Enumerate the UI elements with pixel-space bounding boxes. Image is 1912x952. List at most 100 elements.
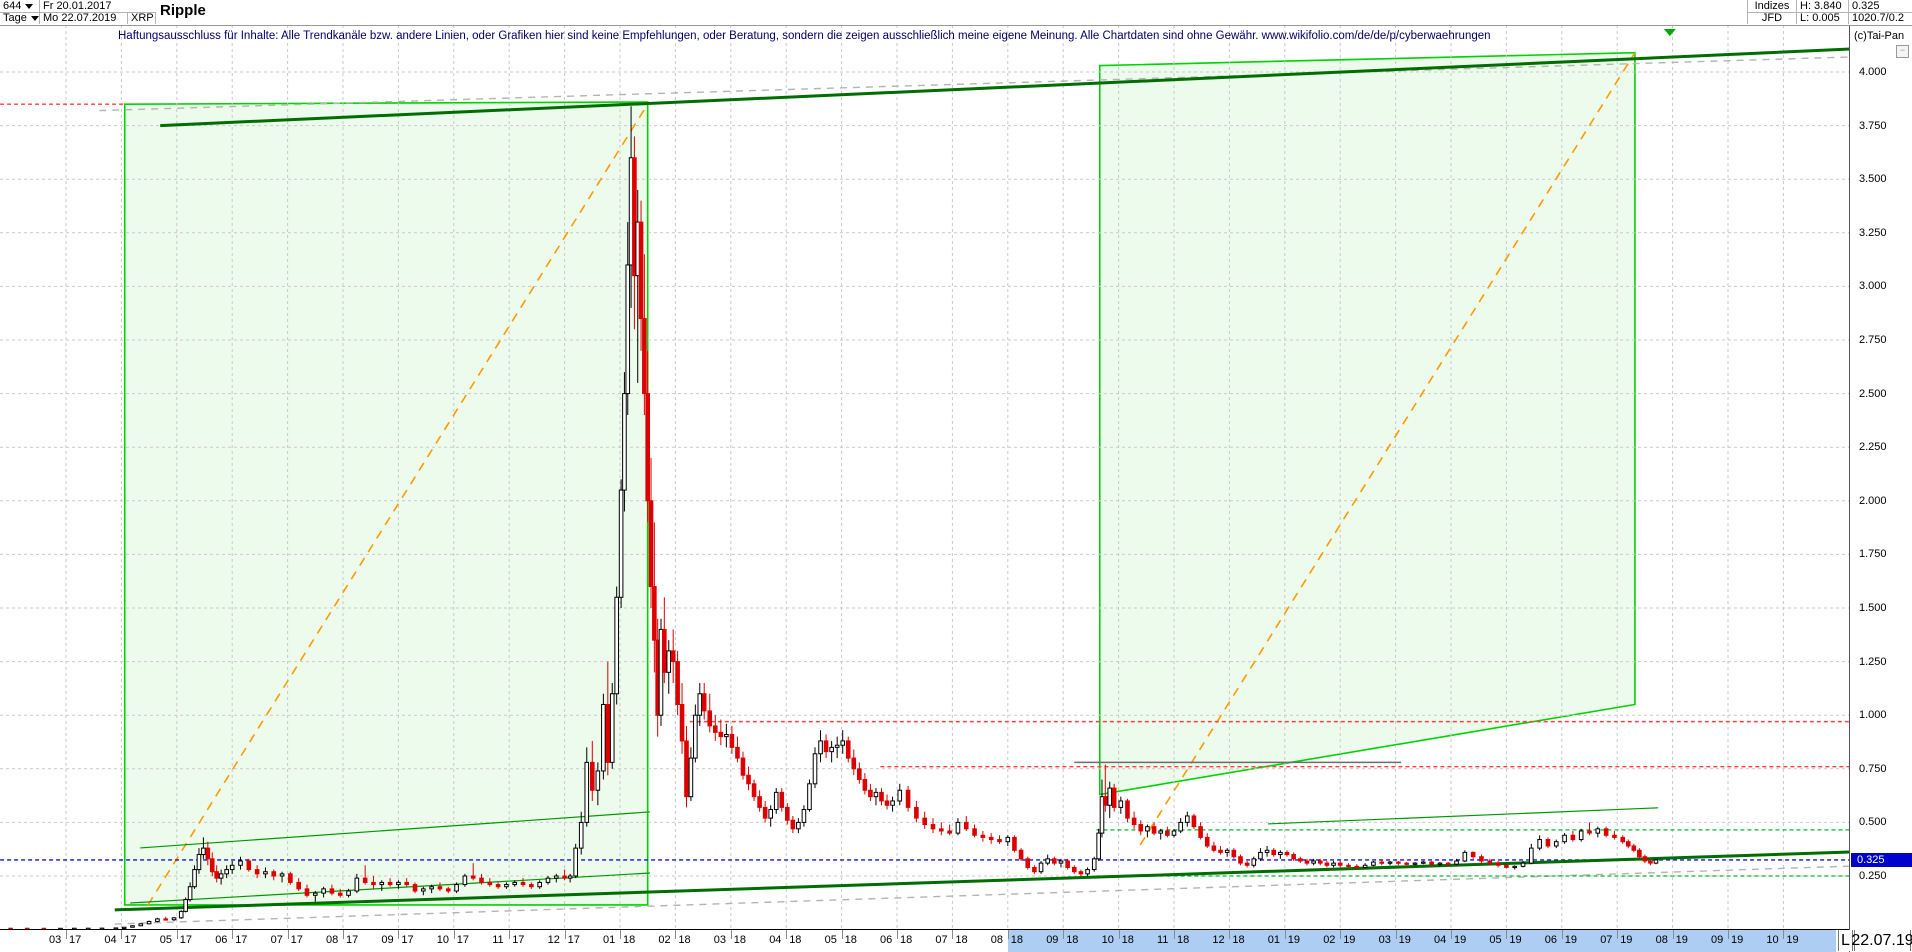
x-axis-label-month: 10 [1766,934,1779,946]
y-axis-label: 2.750 [1859,334,1887,346]
x-axis-tick [1561,930,1563,939]
x-axis-label-year: 17 [179,934,193,946]
x-axis-label-year: 19 [1343,934,1356,946]
x-axis-label-month: 03 [713,934,727,946]
x-axis-tick [1617,930,1619,939]
x-axis-label-month: 05 [824,934,837,946]
x-axis-highlight-range[interactable] [1007,930,1836,952]
y-axis-label: 3.000 [1859,280,1887,293]
y-axis: (c)Tai-Pan − 4.000 3.750 3.500 3.250 3.000 2.… [1849,25,1912,952]
x-axis-tick [343,930,344,939]
x-axis-tick [1118,930,1120,939]
x-axis-label-month: 05 [1489,934,1502,946]
date-from[interactable]: Fr 20.01.2017 [40,0,128,12]
x-axis-label-year: 19 [1564,934,1578,946]
divider [1747,12,1912,13]
period-value: Tage [3,12,27,24]
x-axis: 03 17 04 17 05 17 06 17 07 17 08 17 09 17 10 17 11 17 12 17… [0,929,1849,952]
y-axis-label: 1.000 [1859,709,1887,722]
x-axis-label-year: 18 [678,934,691,946]
last-date-value: 22.07.19 [1851,931,1912,949]
y-axis-label: 0.500 [1859,816,1887,829]
x-axis-label-month: 08 [326,934,339,946]
range-high-cell: H: 3.840 [1797,0,1849,12]
y-axis-label: 2.500 [1859,387,1887,400]
x-axis-tick [1063,930,1065,939]
x-axis-label-year: 19 [1620,934,1633,946]
x-axis-label-month: 06 [215,934,228,946]
symbol-value: XRP [131,12,154,24]
y-axis-label: 1.250 [1859,655,1887,668]
last-bar-letter: L [1841,931,1850,949]
x-axis-label-month: 07 [935,934,948,946]
range-low-cell: L: 0.005 [1797,12,1849,24]
period-dropdown[interactable]: Tage [0,12,40,24]
provider-indizes: Indizes [1754,0,1790,12]
x-axis-label-month: 06 [1544,934,1558,946]
x-axis-label-month: 09 [1711,934,1724,946]
x-axis-label-year: 17 [401,934,414,946]
y-axis-label: 1.750 [1859,548,1887,561]
x-axis-label-year: 19 [1454,934,1467,946]
x-axis-label-year: 17 [512,934,525,946]
date-to[interactable]: Mo 22.07.2019 [40,12,128,24]
x-axis-label-month: 07 [1600,934,1613,946]
x-axis-label-month: 01 [1267,934,1281,946]
x-axis-label-year: 19 [1675,934,1688,946]
x-axis-tick [841,930,843,939]
minimize-icon[interactable]: − [1896,45,1909,58]
x-axis-tick [287,930,289,939]
provider-cell: Indizes [1747,0,1797,12]
x-axis-label-year: 19 [1287,934,1301,946]
x-axis-label-year: 18 [844,934,857,946]
date-to-value: Mo 22.07.2019 [43,12,117,24]
today-marker-icon [1663,29,1676,36]
x-axis-tick [1174,930,1175,939]
x-axis-tick [176,930,178,939]
copyright-label: (c)Tai-Pan [1854,30,1905,42]
y-axis-label: 3.750 [1859,119,1887,132]
bars-count-dropdown[interactable]: 644 [0,0,40,12]
x-axis-label-month: 08 [990,934,1004,946]
bars-count-value: 644 [3,0,22,12]
x-axis-tick [1672,930,1674,939]
x-axis-tick [1284,930,1286,939]
x-axis-tick [1340,930,1342,939]
x-axis-label-month: 06 [880,934,893,946]
chevron-down-icon [30,15,39,21]
x-axis-tick [1506,930,1508,939]
broker-cell: JFD [1747,12,1797,24]
last-price-cell: 0.325 [1849,0,1912,12]
x-axis-label-year: 18 [1232,934,1245,946]
divider [0,12,156,13]
x-axis-label-month: 04 [1434,934,1447,946]
page-title: Ripple [160,2,206,19]
x-axis-label-year: 17 [290,934,303,946]
x-axis-label-month: 12 [1212,934,1225,946]
x-axis-tick [1728,930,1729,939]
x-axis-tick [1229,930,1231,939]
x-axis-label-month: 03 [1378,934,1391,946]
y-axis-label: 1.500 [1859,602,1887,614]
x-axis-label-year: 18 [1010,934,1024,946]
chevron-down-icon [25,3,34,9]
provider-jfd: JFD [1761,12,1783,24]
x-axis-label-month: 01 [603,934,616,946]
x-axis-label-month: 02 [658,934,671,946]
x-axis-label-year: 19 [1398,934,1411,946]
current-price-badge: 0.325 [1851,852,1912,867]
x-axis-label-year: 19 [1786,934,1799,946]
x-axis-label-year: 17 [69,934,82,946]
x-axis-tick [564,930,566,939]
x-axis-label-year: 18 [623,934,636,946]
last-bar-cell: L [1838,930,1853,951]
chart-header: 644 Tage Fr 20.01.2017 Mo 22.07.2019 XRP… [0,0,1912,26]
x-axis-tick [66,930,67,939]
x-axis-tick [730,930,732,939]
x-axis-label-year: 19 [1509,934,1522,946]
y-axis-label: 0.750 [1859,762,1887,775]
x-axis-tick [1783,930,1785,939]
minus-glyph: − [1899,45,1906,55]
